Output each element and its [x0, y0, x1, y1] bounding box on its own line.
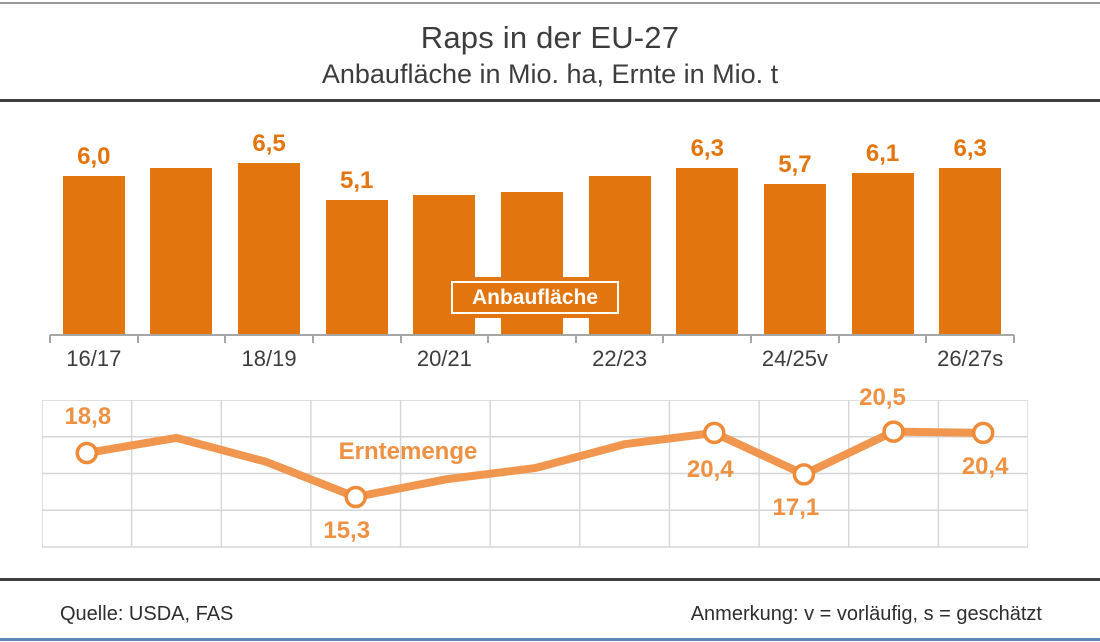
x-tick-label: 18/19 [241, 346, 297, 371]
line-marker [344, 485, 367, 509]
footer-separator [0, 578, 1100, 581]
line-value-label: 15,3 [323, 516, 371, 544]
bar-26/27s [939, 168, 1002, 335]
line-value-label: 18,8 [64, 403, 112, 430]
x-axis-tick [399, 335, 402, 343]
bar-chart-ticks [49, 335, 1015, 344]
line-marker [703, 421, 726, 445]
x-axis-tick [837, 335, 840, 343]
harvest-line-chart [42, 400, 1028, 548]
bar-value-label: 5,7 [778, 151, 812, 178]
bar-19/20 [325, 200, 388, 335]
x-axis-tick [750, 335, 753, 343]
source-note: Quelle: USDA, FAS [60, 603, 234, 625]
x-axis-tick [487, 335, 490, 343]
bar-17/18 [150, 168, 213, 335]
line-value-label: 20,4 [686, 455, 734, 483]
x-tick-label: 26/27s [937, 346, 1004, 371]
bar-18/19 [238, 163, 301, 335]
page-title: Raps in der EU-27 [420, 20, 680, 55]
line-marker [792, 463, 816, 486]
x-axis-tick [574, 335, 577, 343]
bar-25/26 [851, 173, 914, 335]
x-axis-tick [925, 335, 928, 343]
line-chart-grid [42, 400, 1028, 548]
page-subtitle: Anbaufläche in Mio. ha, Ernte in Mio. t [321, 59, 779, 89]
line-marker [882, 420, 905, 443]
x-axis-tick [662, 335, 665, 343]
erntemenge-series-line [82, 427, 988, 501]
bar-value-label: 6,5 [252, 130, 286, 157]
x-tick-label: 16/17 [66, 346, 122, 371]
bar-value-label: 6,3 [953, 135, 987, 162]
anbauflaeche-badge: Anbaufläche [447, 277, 623, 318]
bottom-rule [0, 638, 1100, 641]
x-tick-label: 24/25v [761, 346, 828, 371]
bar-chart-baseline [50, 334, 1014, 336]
line-marker [75, 441, 99, 465]
bar-value-label: 6,1 [865, 140, 900, 167]
legend-note: Anmerkung: v = vorläufig, s = geschätzt [690, 603, 1042, 625]
top-rule [0, 2, 1100, 4]
x-tick-label: 20/21 [416, 346, 472, 371]
anbauflaeche-badge-label: Anbaufläche [451, 281, 619, 314]
bar-value-label: 6,3 [690, 135, 724, 162]
x-axis-tick [1013, 335, 1015, 343]
erntemenge-label: Erntemenge [338, 438, 478, 465]
bar-value-label: 6,0 [77, 143, 111, 170]
x-axis-tick [136, 335, 139, 343]
bar-23/24 [676, 168, 739, 335]
line-value-label: 20,4 [961, 452, 1009, 480]
bar-16/17 [62, 176, 125, 335]
x-axis-tick [311, 335, 314, 343]
bar-24/25v [763, 184, 826, 335]
bar-chart-x-axis-labels: 16/17 18/19 20/21 22/23 24/25v 26/27s [50, 346, 1014, 374]
line-value-label: 17,1 [772, 494, 820, 522]
x-axis-tick [49, 335, 51, 343]
x-axis-tick [224, 335, 227, 343]
line-value-label: 20,5 [859, 383, 906, 411]
title-separator [0, 99, 1100, 102]
line-marker [971, 421, 995, 445]
x-tick-label: 22/23 [592, 346, 648, 371]
bar-value-label: 5,1 [340, 167, 374, 194]
